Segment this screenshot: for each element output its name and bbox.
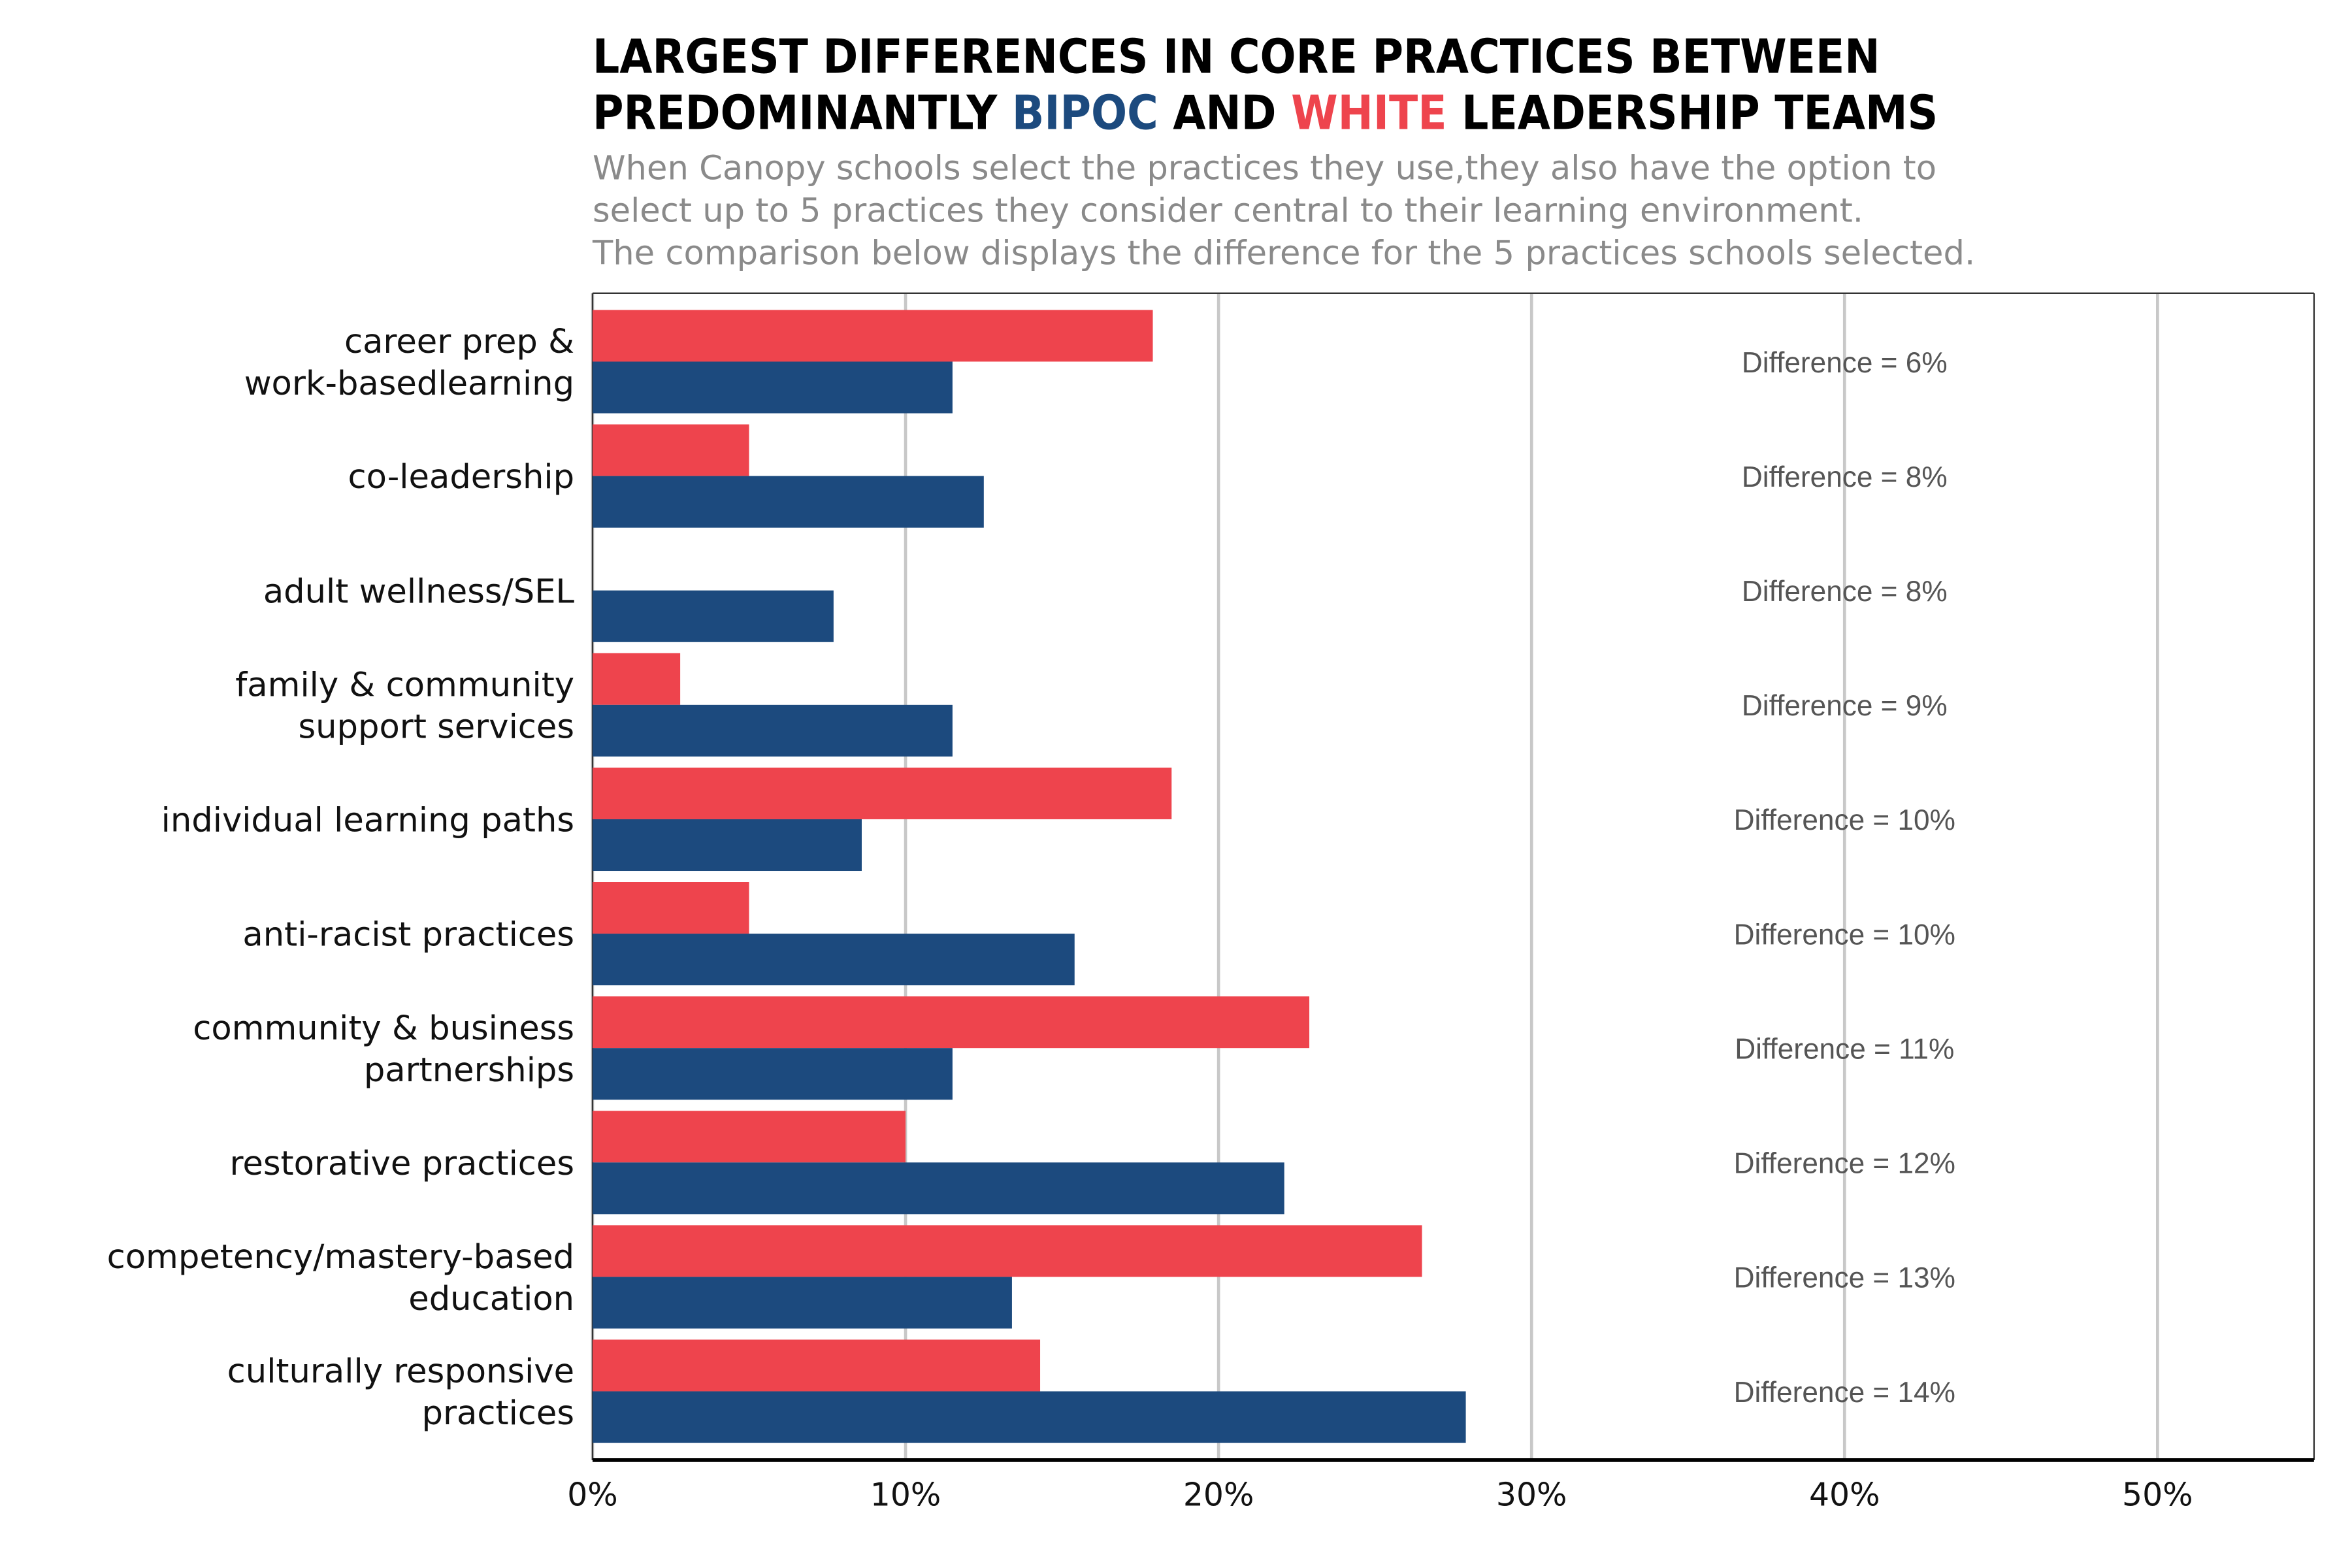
y-tick-label-line: community & business [193, 1009, 574, 1048]
y-tick-label-line: practices [422, 1394, 575, 1433]
y-tick-label: adult wellness/SEL [263, 572, 575, 611]
annotation: Difference = 12% [1734, 1148, 1955, 1180]
title-part: BIPOC [1012, 86, 1158, 141]
y-tick-label-line: restorative practices [230, 1145, 575, 1183]
y-tick-label: anti-racist practices [242, 916, 574, 955]
y-tick-label-line: anti-racist practices [242, 916, 574, 955]
title-part: AND [1173, 86, 1276, 141]
bar [592, 424, 749, 476]
annotation: Difference = 11% [1735, 1033, 1954, 1065]
y-tick-label-line: co-leadership [348, 458, 574, 497]
bar [592, 1391, 1466, 1443]
y-tick-label-line: work-basedlearning [244, 365, 574, 403]
annotation: Difference = 8% [1742, 461, 1948, 493]
bar [592, 1277, 1012, 1329]
bar [592, 1225, 1422, 1277]
x-tick-label: 50% [2122, 1477, 2193, 1514]
title-part: PREDOMINANTLY [593, 86, 998, 141]
bar [592, 767, 1172, 819]
chart-title: LARGEST DIFFERENCES IN CORE PRACTICES BE… [593, 30, 1880, 85]
x-tick-label: 30% [1496, 1477, 1567, 1514]
subtitle: When Canopy schools select the practices… [593, 149, 1936, 188]
bar [592, 819, 862, 872]
y-tick-label: co-leadership [348, 458, 574, 497]
subtitle: select up to 5 practices they consider c… [593, 192, 1863, 231]
y-tick-label: culturally responsive practices [227, 1352, 574, 1433]
y-tick-label-line: career prep & [344, 323, 574, 361]
bar [592, 704, 953, 757]
subtitle: The comparison below displays the differ… [592, 235, 1975, 273]
bar [592, 361, 953, 414]
x-tick-label: 40% [1809, 1477, 1880, 1514]
bar [592, 476, 984, 528]
annotation: Difference = 6% [1742, 347, 1948, 379]
bar [592, 310, 1153, 362]
y-tick-label-line: individual learning paths [161, 802, 574, 840]
bar [592, 590, 834, 642]
y-tick-label-line: education [408, 1280, 574, 1318]
bar [592, 1162, 1284, 1215]
chart-title: PREDOMINANTLY BIPOC AND WHITE LEADERSHIP… [593, 86, 1938, 141]
y-tick-label: career prep & work-basedlearning [244, 323, 574, 403]
bar [592, 1339, 1041, 1392]
y-tick-label-line: support services [298, 708, 574, 746]
annotation: Difference = 10% [1734, 804, 1955, 836]
bar [592, 996, 1310, 1049]
y-tick-label-line: family & community [235, 666, 574, 704]
y-tick-label: restorative practices [230, 1145, 575, 1183]
title-part: WHITE [1291, 86, 1446, 141]
x-tick-label: 0% [567, 1477, 617, 1514]
y-tick-label-line: culturally responsive [227, 1352, 574, 1391]
title-part: LEADERSHIP TEAMS [1462, 86, 1938, 141]
y-tick-label-line: adult wellness/SEL [263, 572, 575, 611]
bar [592, 882, 749, 934]
annotation: Difference = 9% [1742, 690, 1948, 722]
y-tick-label: family & community support services [235, 666, 574, 746]
bar [592, 1111, 906, 1163]
annotation: Difference = 8% [1742, 576, 1948, 608]
y-tick-label: competency/mastery-based education [107, 1238, 574, 1318]
x-tick-label: 20% [1183, 1477, 1254, 1514]
bar [592, 1048, 953, 1100]
bar [592, 934, 1075, 986]
bar [592, 653, 681, 705]
x-tick-label: 10% [870, 1477, 941, 1514]
annotation: Difference = 14% [1734, 1377, 1955, 1409]
y-tick-label: community & business partnerships [193, 1009, 574, 1090]
y-tick-label-line: partnerships [364, 1051, 574, 1090]
annotation: Difference = 13% [1734, 1262, 1955, 1294]
annotation: Difference = 10% [1734, 919, 1955, 951]
y-tick-label-line: competency/mastery-based [107, 1238, 574, 1277]
y-tick-label: individual learning paths [161, 802, 574, 840]
